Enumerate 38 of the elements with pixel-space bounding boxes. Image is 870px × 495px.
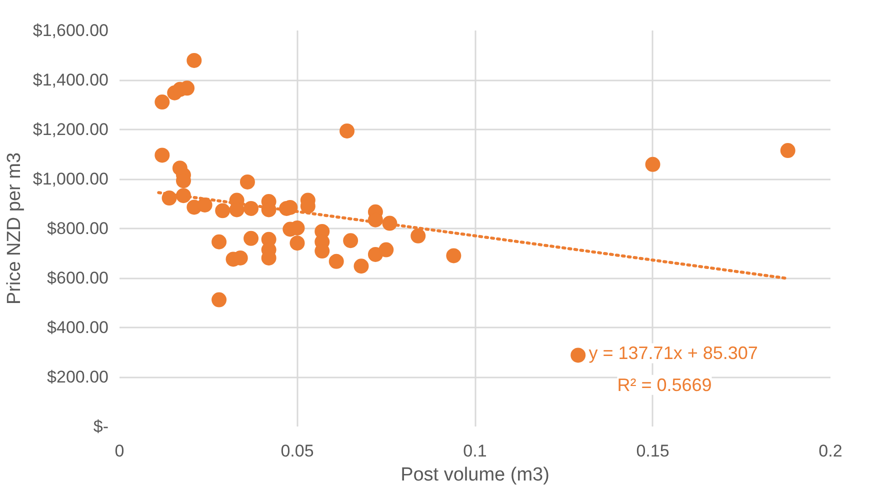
point (212, 292, 227, 308)
point (154, 148, 170, 163)
y-tick-label: $400.00 (47, 318, 108, 337)
point (410, 228, 426, 244)
y-tick-label: $1,000.00 (32, 170, 109, 188)
point (215, 203, 230, 218)
y-tick-label: $1,400.00 (32, 70, 109, 90)
y-tick-label: $200.00 (47, 368, 108, 386)
y-axis-title: Price NZD per m3 (4, 152, 25, 305)
point (446, 248, 462, 264)
point (645, 156, 660, 172)
x-tick-label: 0.15 (636, 442, 670, 460)
y-tick-label: $600.00 (47, 268, 108, 288)
point (197, 198, 212, 212)
point (186, 52, 202, 68)
point (212, 234, 227, 250)
point (780, 143, 796, 158)
y-tick-label: $800.00 (47, 219, 108, 238)
point (570, 348, 586, 363)
y-tick-label: $1,200.00 (32, 120, 109, 139)
annotation: y = 137.71x + 85.307 (588, 343, 758, 364)
point (154, 94, 170, 110)
point (240, 174, 255, 190)
x-axis-title: Post volume (m3) (400, 464, 550, 486)
x-tick-label: 0.05 (280, 442, 314, 460)
y-tick-label: $1,600.00 (32, 21, 109, 40)
point (378, 242, 394, 258)
point (244, 230, 259, 246)
annotation: R² = 0.5669 (617, 374, 712, 395)
point (340, 124, 355, 138)
point (328, 254, 344, 269)
point (354, 258, 369, 274)
x-tick-label: 0 (114, 442, 124, 460)
point (343, 233, 358, 248)
y-tick-label: $- (93, 417, 109, 436)
point (290, 236, 305, 251)
x-tick-label: 0.2 (818, 442, 842, 460)
x-tick-label: 0.1 (463, 442, 487, 460)
